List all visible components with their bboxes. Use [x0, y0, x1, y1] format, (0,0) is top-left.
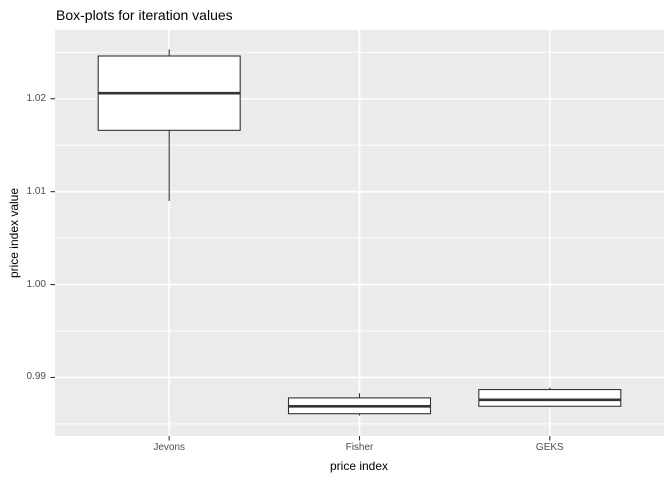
- y-tick-label: 1.01: [26, 185, 46, 197]
- x-axis-title: price index: [329, 459, 389, 473]
- boxplot-box: [478, 388, 622, 407]
- y-tick-label: 1.02: [26, 92, 46, 104]
- y-tick-label: 1.00: [26, 278, 46, 290]
- y-axis-title: price index value: [7, 187, 21, 279]
- x-tick-label: Fisher: [345, 442, 374, 453]
- x-tick-label: Jevons: [153, 442, 186, 453]
- y-tick-label: 0.99: [26, 371, 46, 383]
- chart-title: Box-plots for iteration values: [56, 7, 233, 23]
- x-tick-label: GEKS: [535, 442, 564, 453]
